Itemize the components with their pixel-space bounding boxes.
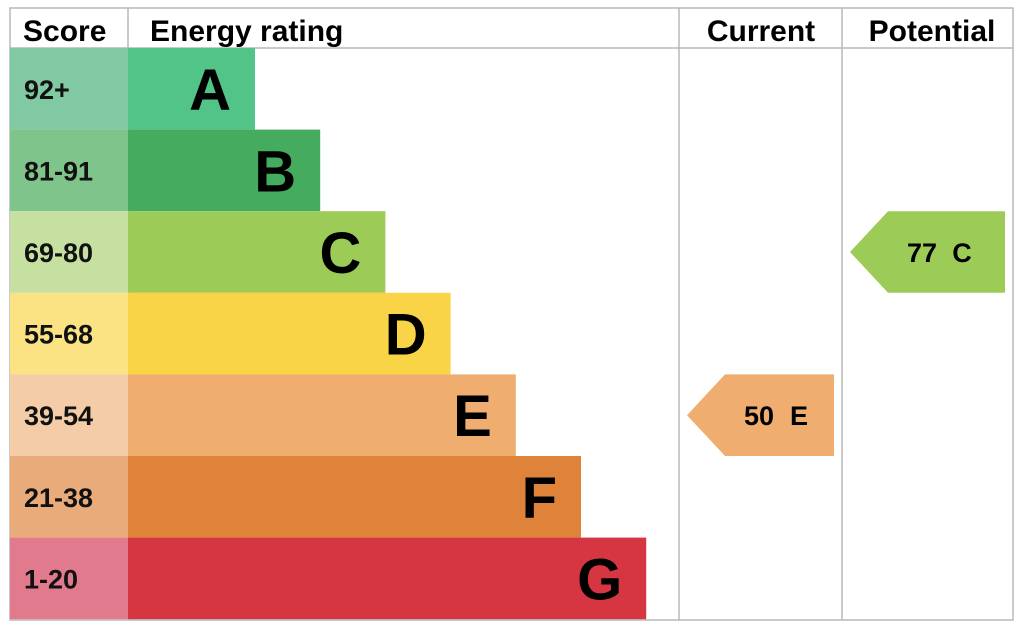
band-c: 69-80 C: [10, 211, 386, 293]
score-range-label: 1-20: [24, 564, 78, 594]
score-cell: [10, 48, 128, 130]
band-letter: E: [453, 384, 492, 449]
band-bar: [128, 456, 581, 538]
score-cell: [10, 537, 128, 620]
band-letter: G: [577, 547, 622, 612]
band-g: 1-20 G: [10, 537, 647, 620]
rating-value: 50: [744, 401, 774, 431]
band-bar: [128, 129, 321, 212]
band-b: 81-91 B: [10, 129, 321, 212]
rating-bands: 92+ A 81-91 B 69-80 C 55-68 D 39-54 E 21-38 F 1-20 G: [10, 48, 647, 620]
band-letter: F: [522, 466, 557, 531]
score-cell: [10, 129, 128, 212]
score-cell: [10, 211, 128, 293]
band-bar: [128, 537, 647, 620]
score-range-label: 39-54: [24, 401, 93, 431]
band-letter: A: [189, 58, 231, 123]
band-letter: D: [385, 303, 427, 368]
band-f: 21-38 F: [10, 456, 581, 538]
score-range-label: 69-80: [24, 238, 93, 268]
band-d: 55-68 D: [10, 292, 451, 375]
rating-band-letter: E: [790, 401, 808, 431]
rating-arrows: 50 E 77 C: [687, 211, 1005, 456]
band-a: 92+ A: [10, 48, 255, 130]
score-cell: [10, 374, 128, 456]
rating-arrow-shape: [687, 374, 834, 456]
band-e: 39-54 E: [10, 374, 516, 456]
current-rating-arrow: 50 E: [687, 374, 834, 456]
band-bar: [128, 292, 451, 375]
score-range-label: 55-68: [24, 320, 93, 350]
rating-arrow-shape: [850, 211, 1005, 293]
band-bar: [128, 374, 516, 456]
potential-column-header: Potential: [869, 15, 996, 48]
score-range-label: 92+: [24, 75, 70, 105]
header-row: Score Energy rating Current Potential: [23, 15, 995, 48]
band-bar: [128, 211, 386, 293]
rating-band-letter: C: [952, 238, 972, 268]
band-letter: C: [320, 221, 362, 286]
band-bar: [128, 48, 255, 130]
current-column-header: Current: [707, 15, 815, 48]
score-range-label: 81-91: [24, 156, 93, 186]
score-cell: [10, 456, 128, 538]
rating-value: 77: [907, 238, 937, 268]
energy-rating-column-header: Energy rating: [150, 15, 343, 48]
score-range-label: 21-38: [24, 483, 93, 513]
band-letter: B: [254, 139, 296, 204]
score-cell: [10, 292, 128, 375]
potential-rating-arrow: 77 C: [850, 211, 1005, 293]
score-column-header: Score: [23, 15, 106, 48]
